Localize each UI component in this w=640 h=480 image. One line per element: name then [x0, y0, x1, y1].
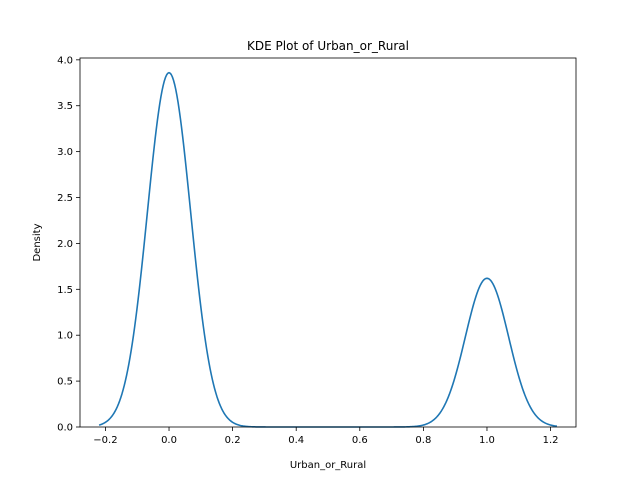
x-tick-label: 0.0 [161, 435, 177, 446]
y-tick-label: 0.5 [57, 377, 73, 388]
x-tick-label: 1.0 [479, 435, 495, 446]
y-tick-label: 4.0 [57, 55, 73, 66]
y-axis: 0.0 0.5 1.0 1.5 2.0 2.5 3.0 3.5 4.0 [57, 55, 80, 434]
plot-frame [79, 57, 577, 428]
y-tick-label: 2.0 [57, 239, 73, 250]
x-tick-label: 0.4 [288, 435, 304, 446]
y-tick-label: 3.0 [57, 147, 73, 158]
y-tick-label: 3.5 [57, 101, 73, 112]
x-tick-label: −0.2 [93, 435, 117, 446]
y-tick-label: 0.0 [57, 423, 73, 434]
x-tick-label: 0.2 [225, 435, 241, 446]
x-tick-label: 0.6 [352, 435, 368, 446]
y-tick-label: 1.0 [57, 331, 73, 342]
y-tick-label: 2.5 [57, 193, 73, 204]
x-tick-label: 1.2 [543, 435, 559, 446]
chart-title: KDE Plot of Urban_or_Rural [247, 39, 409, 53]
y-tick-label: 1.5 [57, 285, 73, 296]
x-axis: −0.2 0.0 0.2 0.4 0.6 0.8 1.0 1.2 [93, 427, 559, 446]
y-axis-title: Density [32, 223, 43, 261]
x-axis-title: Urban_or_Rural [290, 460, 366, 471]
x-tick-label: 0.8 [415, 435, 431, 446]
